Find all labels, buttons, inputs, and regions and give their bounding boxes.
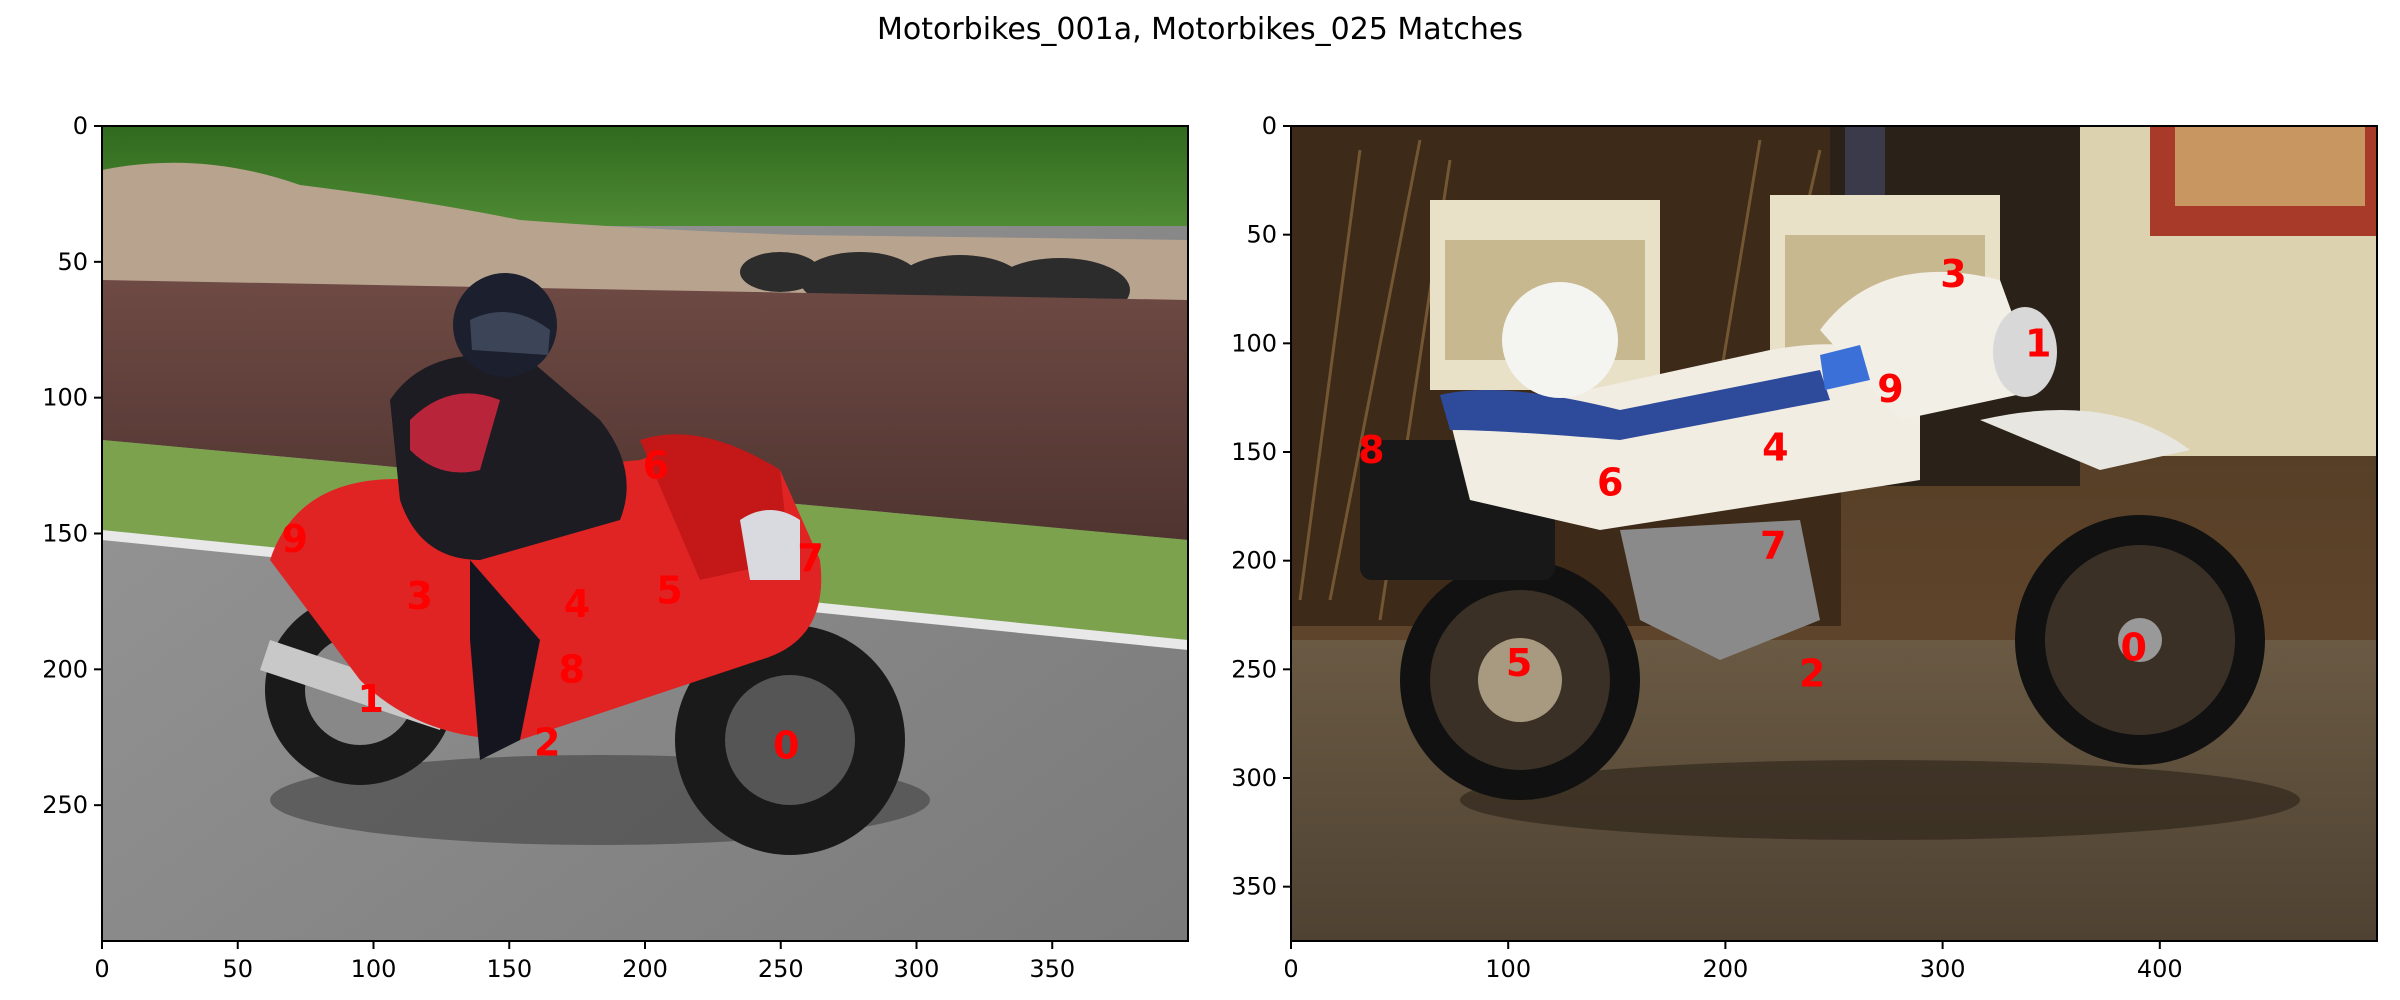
right-keypoint-label: 1	[2025, 321, 2051, 365]
right-keypoint-label: 4	[1762, 426, 1788, 470]
left-keypoint-label: 9	[282, 517, 308, 561]
left-y-tick-label: 150	[42, 520, 88, 548]
left-x-tick-label: 350	[1029, 955, 1075, 983]
left-y-tick-label: 250	[42, 791, 88, 819]
right-x-tick-label: 400	[2137, 955, 2183, 983]
right-y-tick-label: 250	[1231, 655, 1277, 683]
left-keypoint-label: 0	[773, 723, 799, 767]
left-y-tick-label: 50	[57, 248, 88, 276]
left-x-tick-label: 50	[222, 955, 253, 983]
right-keypoint-label: 5	[1506, 641, 1532, 685]
left-keypoint-label: 8	[558, 647, 584, 691]
left-keypoint-label: 5	[656, 569, 682, 613]
left-y-tick-label: 100	[42, 384, 88, 412]
left-x-tick-label: 250	[758, 955, 804, 983]
right-photo	[1291, 126, 2377, 941]
right-y-tick-label: 0	[1262, 112, 1277, 140]
left-x-tick-label: 0	[94, 955, 109, 983]
left-x-tick-label: 200	[622, 955, 668, 983]
right-keypoint-label: 2	[1799, 652, 1825, 696]
right-keypoint-label: 7	[1760, 523, 1786, 567]
right-y-tick-label: 350	[1231, 873, 1277, 901]
left-keypoint-label: 7	[797, 536, 823, 580]
left-x-tick-label: 150	[486, 955, 532, 983]
left-x-tick-label: 100	[351, 955, 397, 983]
right-keypoint-label: 6	[1597, 460, 1623, 504]
left-keypoint-label: 4	[564, 582, 590, 626]
right-keypoint-label: 0	[2121, 626, 2147, 670]
left-x-tick-label: 300	[894, 955, 940, 983]
keypoint-layer: 0 1 2 3 4 5 6 7 8 9 0 1 2 3 4 5 6 7 8 9	[282, 252, 2147, 768]
right-keypoint-label: 8	[1358, 428, 1384, 472]
figure-title: Motorbikes_001a, Motorbikes_025 Matches	[876, 12, 1524, 47]
right-y-tick-label: 100	[1231, 329, 1277, 357]
left-y-tick-label: 200	[42, 655, 88, 683]
left-photo	[102, 126, 1188, 941]
right-keypoint-label: 9	[1877, 367, 1903, 411]
right-y-tick-label: 300	[1231, 764, 1277, 792]
left-keypoint-label: 6	[643, 444, 669, 488]
right-y-tick-label: 200	[1231, 547, 1277, 575]
right-keypoint-label: 3	[1940, 252, 1966, 296]
right-x-tick-label: 0	[1283, 955, 1298, 983]
right-y-tick-label: 150	[1231, 438, 1277, 466]
left-keypoint-label: 1	[358, 677, 384, 721]
right-x-tick-label: 300	[1920, 955, 1966, 983]
left-keypoint-label: 3	[406, 574, 432, 618]
right-y-tick-label: 50	[1246, 221, 1277, 249]
left-y-tick-label: 0	[73, 112, 88, 140]
right-x-tick-label: 100	[1485, 955, 1531, 983]
left-keypoint-label: 2	[534, 721, 560, 765]
right-axes-frame	[1290, 125, 2378, 942]
right-x-tick-label: 200	[1702, 955, 1748, 983]
